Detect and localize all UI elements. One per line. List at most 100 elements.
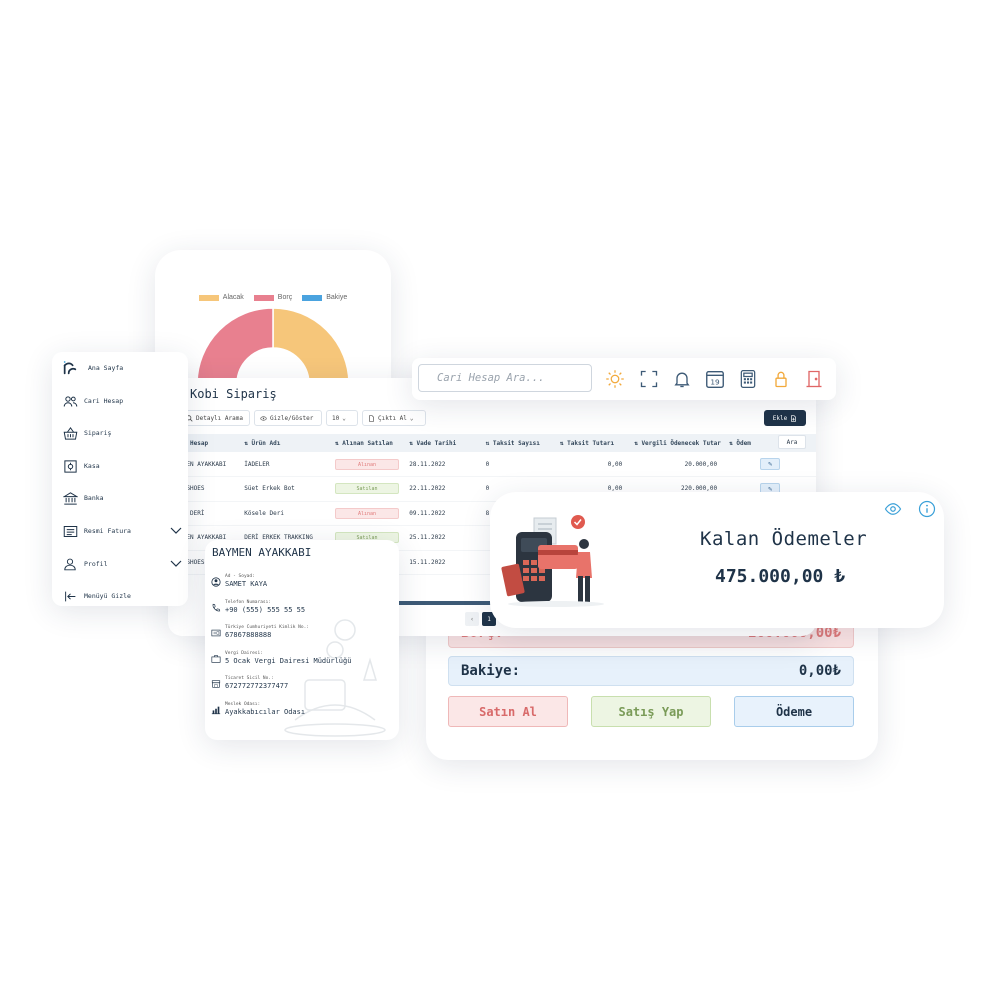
logout-door-icon[interactable] [801, 366, 827, 392]
calendar-day: 19 [710, 378, 720, 387]
file-icon [369, 414, 374, 422]
remaining-payments-amount: 475.000,00 ₺ [715, 566, 846, 587]
cell-vade: 15.11.2022 [405, 550, 482, 575]
cell-urun: Süet Erkek Bot [240, 476, 332, 502]
cell-durum: Satılan [331, 476, 406, 502]
sidebar-item-siparis[interactable]: Sipariş [62, 423, 182, 443]
cell-taksit-tutari: 0,00 [555, 452, 631, 477]
sidebar-item-label: Cari Hesap [84, 397, 124, 405]
lock-icon[interactable] [768, 366, 794, 392]
payment-illustration [501, 515, 604, 607]
column-header-label: Ürün Adı [251, 439, 281, 447]
bakiye-row: Bakiye: 0,00₺ [448, 656, 854, 686]
contact-field-label: Meslek Odası: [225, 702, 261, 707]
remaining-payments-title: Kalan Ödemeler [700, 528, 868, 550]
legend-item-borc[interactable]: Borç [253, 294, 293, 301]
legend-item-bakiye[interactable]: Bakiye [302, 294, 347, 301]
chevron-down-icon[interactable] [170, 526, 182, 536]
legend-item-alacak[interactable]: Alacak [198, 294, 244, 301]
sidebar-item-ana-sayfa[interactable]: Ana Sayfa [62, 358, 182, 378]
bell-icon[interactable] [669, 366, 695, 392]
page-size-select[interactable]: 10 ⌄ [326, 410, 358, 426]
logo-icon [62, 360, 78, 376]
invoice-icon [62, 523, 78, 539]
store-icon [211, 680, 221, 688]
chart-legend: Alacak Borç Bakiye [155, 294, 391, 301]
top-bar: 19 [412, 358, 836, 400]
user-icon [62, 556, 78, 572]
cari-hesap-search-input[interactable] [418, 364, 592, 392]
sidebar-item-profil[interactable]: Profil [62, 554, 182, 574]
contact-field-ad-soyad: Ad - Soyad: SAMET KAYA [211, 574, 267, 588]
page-button-current[interactable]: 1 [482, 612, 496, 626]
legend-swatch-alacak [198, 294, 219, 301]
chevron-down-icon: ⌄ [342, 414, 346, 422]
sidebar-item-banka[interactable]: Banka [62, 488, 182, 508]
cell-vade: 09.11.2022 [405, 501, 482, 526]
edit-icon[interactable]: ✎ [760, 458, 781, 470]
cell-actions: ✎ [756, 452, 816, 477]
fullscreen-icon[interactable] [636, 366, 662, 392]
column-header[interactable]: ⇅ Taksit Sayısı [481, 434, 556, 452]
contact-field-value: 67867888888 [225, 631, 272, 639]
table-row[interactable]: BAYMEN AYAKKABI İADELER Alınan 28.11.202… [168, 452, 816, 477]
bank-icon [62, 490, 78, 506]
column-toggle-button[interactable]: Gizle/Göster [254, 410, 322, 426]
contact-field-telefon: Telefon Numarası: +90 (555) 555 55 55 [211, 600, 305, 614]
column-header[interactable]: ⇅ Ödem [725, 434, 757, 452]
odeme-button[interactable]: Ödeme [734, 696, 854, 727]
sun-icon[interactable] [602, 366, 628, 392]
contact-field-meslek-odasi: Meslek Odası: Ayakkabıcılar Odası [211, 702, 305, 716]
legend-label-borc: Borç [277, 294, 293, 301]
chevron-down-icon[interactable] [170, 559, 182, 569]
prev-page-button[interactable]: ‹ [465, 612, 479, 626]
contact-field-label: Vergi Dairesi: [225, 651, 263, 656]
contact-field-value: 672772772377477 [225, 682, 289, 690]
cell-vade: 28.11.2022 [405, 452, 482, 477]
satis-yap-button[interactable]: Satış Yap [591, 696, 711, 727]
basket-icon [62, 425, 78, 441]
cell-taksit-sayisi: 0 [481, 452, 556, 477]
legend-label-alacak: Alacak [222, 294, 244, 301]
eye-icon [260, 415, 267, 421]
contact-field-label: Türkiye Cumhuriyeti Kimlik No.: [225, 625, 309, 630]
find-button[interactable]: Ara [778, 435, 806, 449]
column-header-label: Vergili Ödenecek Tutar [641, 439, 721, 447]
sidebar-item-resmi-fatura[interactable]: Resmi Fatura [62, 521, 182, 541]
status-badge: Alınan [335, 507, 400, 519]
contact-field-label: Ad - Soyad: [225, 574, 255, 579]
export-button[interactable]: Çıktı Al ⌄ [362, 410, 426, 426]
status-badge: Alınan [335, 458, 400, 470]
eye-icon[interactable] [884, 500, 902, 518]
info-icon[interactable] [918, 500, 936, 518]
column-header[interactable]: ⇅ Taksit Tutarı [555, 434, 631, 452]
pagination: ‹ 1 [465, 612, 496, 626]
sidebar-item-label: Kasa [84, 462, 100, 470]
column-header-label: Alınan Satılan [342, 439, 393, 447]
column-header[interactable]: ⇅ Ürün Adı [240, 434, 332, 452]
satin-al-button[interactable]: Satın Al [448, 696, 568, 727]
remaining-payments-card: Kalan Ödemeler 475.000,00 ₺ [490, 492, 944, 628]
sidebar-collapse-button[interactable]: Menüyü Gizle [62, 586, 182, 606]
contact-field-label: Telefon Numarası: [225, 600, 272, 605]
legend-swatch-bakiye [302, 294, 323, 301]
sidebar-item-label: Ana Sayfa [88, 364, 124, 372]
cell-urun: Kösele Deri [240, 501, 332, 526]
column-header[interactable]: ⇅ Alınan Satılan [331, 434, 406, 452]
sidebar-item-label: Menüyü Gizle [84, 592, 131, 600]
page-title: Kobi Sipariş [190, 387, 277, 401]
detailed-search-button[interactable]: Detaylı Arama [180, 410, 250, 426]
calculator-icon[interactable] [735, 366, 761, 392]
sidebar-item-cari-hesap[interactable]: Cari Hesap [62, 391, 182, 411]
contact-field-tc-kimlik: Türkiye Cumhuriyeti Kimlik No.: 678678888… [211, 625, 309, 639]
calendar-icon[interactable]: 19 [702, 366, 728, 392]
column-header[interactable]: ⇅ Vergili Ödenecek Tutar [630, 434, 726, 452]
contact-illustration [284, 619, 386, 737]
contact-field-value: Ayakkabıcılar Odası [225, 708, 306, 716]
column-header[interactable]: ⇅ Vade Tarihi [405, 434, 482, 452]
column-header-label: Taksit Tutarı [567, 439, 615, 447]
add-button[interactable]: Ekle [764, 410, 806, 426]
sidebar-item-kasa[interactable]: Kasa [62, 456, 182, 476]
cell-durum: Alınan [331, 501, 406, 526]
legend-swatch-borc [253, 294, 274, 301]
